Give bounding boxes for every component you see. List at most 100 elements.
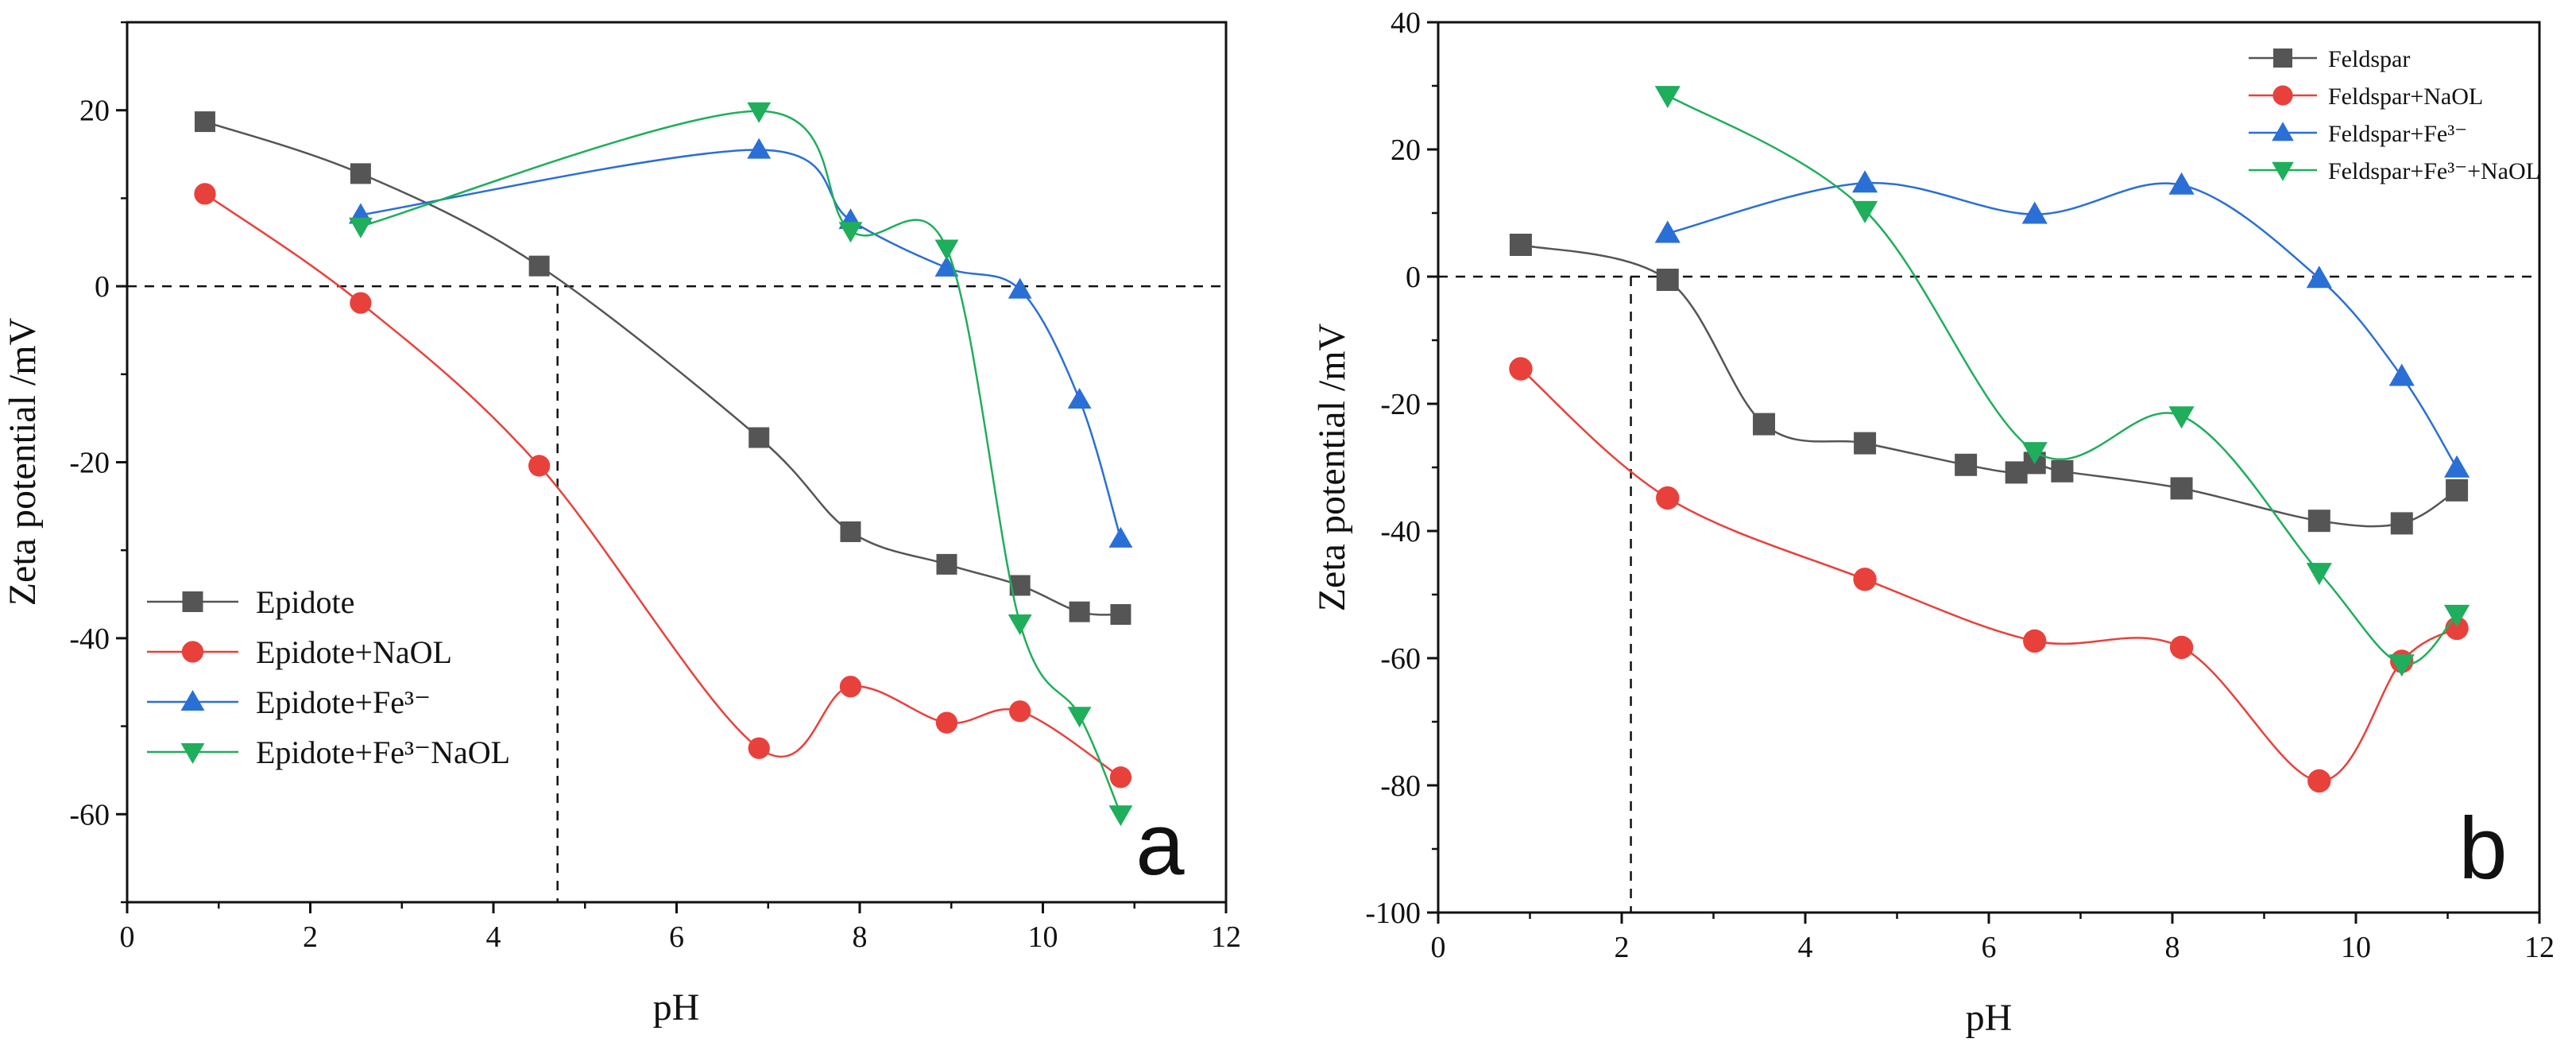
data-point bbox=[528, 455, 551, 477]
x-tick-label: 2 bbox=[1615, 931, 1630, 964]
data-point bbox=[2446, 479, 2469, 502]
data-point bbox=[2390, 512, 2413, 535]
x-tick-label: 12 bbox=[2524, 931, 2555, 964]
legend-label: Epidote+Fe³⁻ bbox=[256, 684, 431, 720]
x-tick-label: 8 bbox=[853, 920, 868, 954]
x-tick-label: 2 bbox=[303, 920, 318, 954]
series-line bbox=[360, 149, 1122, 540]
data-point bbox=[2021, 442, 2048, 465]
y-tick-label: -40 bbox=[1380, 515, 1421, 548]
series-line bbox=[1667, 181, 2458, 469]
data-point bbox=[2388, 654, 2415, 677]
panel-label: b bbox=[2458, 800, 2507, 897]
data-point bbox=[1108, 526, 1133, 548]
data-point bbox=[1654, 86, 1681, 109]
data-point bbox=[1853, 568, 1877, 591]
legend-label: Feldspar+Fe³⁻ bbox=[2328, 121, 2467, 147]
data-point bbox=[1656, 486, 1680, 510]
data-point bbox=[348, 217, 373, 238]
panel-label: a bbox=[1135, 796, 1185, 893]
legend-marker bbox=[181, 641, 204, 663]
legend-marker bbox=[180, 742, 205, 764]
data-point bbox=[2023, 629, 2047, 653]
y-tick-label: 0 bbox=[95, 270, 110, 304]
data-point bbox=[935, 711, 958, 734]
data-point bbox=[1509, 357, 1533, 381]
data-point bbox=[350, 292, 372, 314]
data-point bbox=[1854, 432, 1877, 455]
x-axis-title: pH bbox=[653, 986, 700, 1029]
series-line bbox=[360, 110, 1122, 815]
axes: 0 2 4 6 8 10 12 -100 -80 -60 -40 -20 0 20 40 bbox=[1365, 6, 2555, 964]
y-tick-label: -100 bbox=[1365, 897, 1421, 930]
data-point bbox=[748, 737, 770, 759]
axes: 0 2 4 6 8 10 12 -60 -40 -20 0 20 bbox=[69, 21, 1241, 954]
x-tick-label: 8 bbox=[2165, 931, 2180, 964]
data-point bbox=[2306, 563, 2332, 586]
data-point bbox=[2388, 363, 2415, 386]
legend-marker bbox=[2272, 122, 2294, 141]
data-point bbox=[2306, 265, 2332, 289]
legend-label: Feldspar bbox=[2328, 46, 2410, 72]
data-point bbox=[2168, 406, 2195, 429]
data-point bbox=[528, 255, 550, 277]
data-point bbox=[1851, 200, 1878, 223]
data-point bbox=[1069, 601, 1090, 622]
y-axis-title: Zeta potential /mV bbox=[2, 317, 44, 606]
x-tick-label: 4 bbox=[486, 920, 501, 954]
plot-area bbox=[127, 102, 1226, 902]
y-tick-label: 20 bbox=[1390, 134, 1421, 167]
data-point bbox=[1509, 234, 1532, 256]
data-point bbox=[1109, 766, 1132, 789]
legend-marker bbox=[182, 591, 203, 612]
data-point bbox=[1008, 277, 1032, 299]
data-point bbox=[1851, 170, 1878, 193]
panel-a: 0 2 4 6 8 10 12 -60 -40 -20 0 20 Epidote Epidote+NaO… bbox=[2, 21, 1241, 1029]
plot-frame bbox=[1437, 21, 2541, 914]
data-point bbox=[748, 427, 770, 448]
data-point bbox=[1067, 387, 1092, 409]
legend-label: Epidote+NaOL bbox=[256, 634, 452, 670]
y-tick-label: 40 bbox=[1390, 6, 1421, 40]
legend-label: Feldspar+Fe³⁻+NaOL bbox=[2328, 158, 2540, 184]
data-point bbox=[2307, 769, 2331, 793]
x-tick-label: 0 bbox=[1431, 931, 1446, 964]
data-point bbox=[839, 676, 862, 698]
data-point bbox=[2307, 510, 2330, 533]
y-tick-label: 0 bbox=[1406, 261, 1421, 294]
y-tick-label: -60 bbox=[1380, 642, 1421, 676]
series-line bbox=[1667, 94, 2458, 666]
data-point bbox=[2443, 455, 2470, 478]
y-axis-title: Zeta potential /mV bbox=[1311, 323, 1353, 611]
legend-label: Epidote bbox=[256, 584, 354, 620]
data-point bbox=[2170, 477, 2193, 500]
data-point bbox=[1654, 220, 1681, 243]
data-point bbox=[194, 111, 215, 133]
data-point bbox=[934, 255, 959, 277]
data-point bbox=[350, 163, 371, 184]
plot-area bbox=[1438, 86, 2539, 913]
data-point bbox=[840, 521, 861, 542]
data-point bbox=[1753, 413, 1776, 436]
data-point bbox=[1955, 453, 1978, 476]
y-tick-label: -80 bbox=[1380, 769, 1421, 803]
y-tick-label: 20 bbox=[79, 95, 110, 128]
legend-marker bbox=[2273, 48, 2292, 68]
legend-marker bbox=[2272, 85, 2293, 106]
x-tick-label: 4 bbox=[1798, 931, 1813, 964]
data-point bbox=[2021, 201, 2048, 224]
x-tick-label: 6 bbox=[669, 920, 684, 954]
data-point bbox=[2443, 604, 2470, 627]
data-point bbox=[194, 183, 216, 205]
data-point bbox=[1656, 269, 1679, 291]
legend-marker bbox=[2272, 161, 2294, 181]
x-tick-label: 10 bbox=[2341, 931, 2371, 964]
series-line bbox=[1520, 368, 2458, 782]
y-tick-label: -20 bbox=[69, 447, 110, 480]
x-tick-label: 10 bbox=[1028, 920, 1058, 954]
data-point bbox=[936, 553, 957, 575]
x-axis-title: pH bbox=[1966, 997, 2013, 1039]
legend: Feldspar Feldspar+NaOL Feldspar+Fe³⁻ Feldsp… bbox=[2249, 46, 2540, 184]
